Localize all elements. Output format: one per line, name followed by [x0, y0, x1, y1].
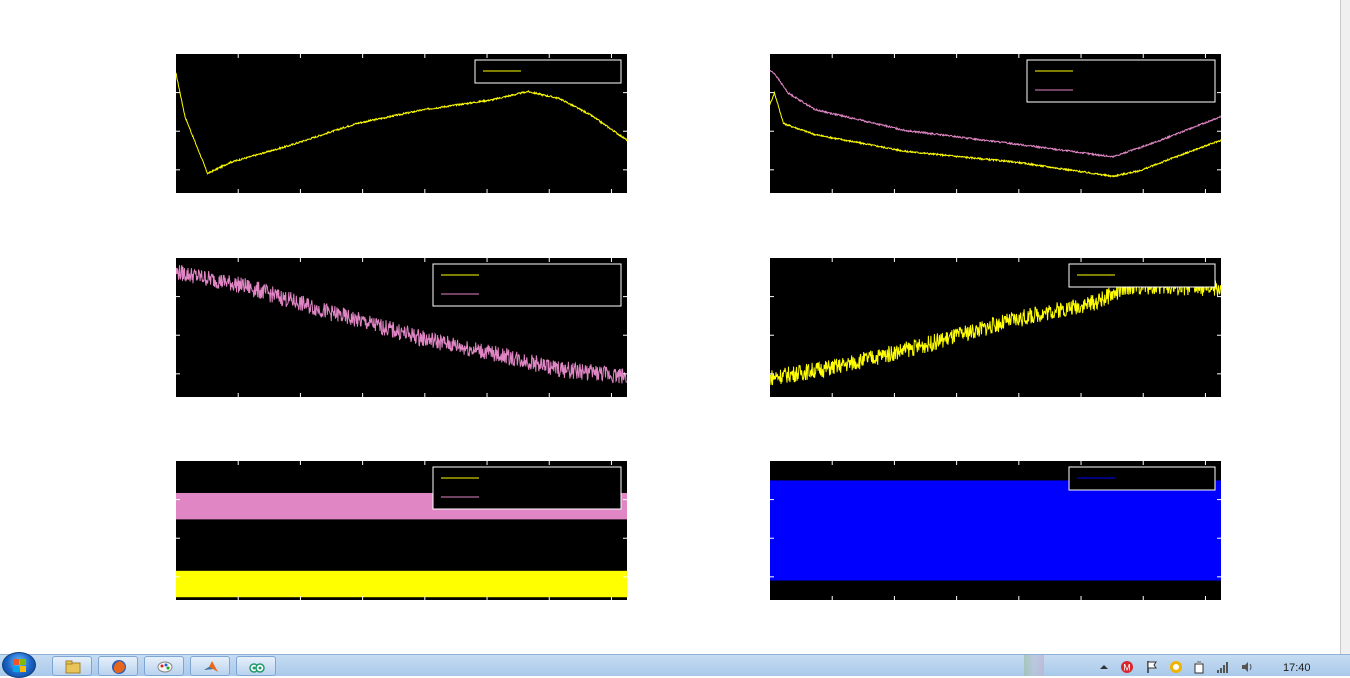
taskbar-clock[interactable]: 17:40 [1283, 662, 1311, 674]
data-band-1 [770, 480, 1221, 581]
start-button[interactable] [2, 652, 36, 678]
legend [474, 59, 622, 84]
legend [432, 263, 622, 307]
data-band-2 [176, 570, 627, 598]
legend-box [432, 263, 622, 307]
plot-area [176, 258, 627, 397]
taskbar: M 17:40 [0, 652, 1350, 678]
plot-area [770, 461, 1221, 600]
axes-bottom-right[interactable] [770, 461, 1221, 600]
data-series-2 [770, 70, 1221, 158]
usb-icon[interactable] [1192, 660, 1206, 674]
legend-box [1068, 263, 1216, 288]
folder-icon [65, 660, 81, 674]
antivirus-icon[interactable]: M [1120, 660, 1134, 674]
legend [1068, 263, 1216, 288]
plot-area [770, 258, 1221, 397]
firefox-task-button[interactable] [98, 656, 138, 676]
matlab-icon [204, 661, 218, 672]
tray-separator [1024, 655, 1044, 676]
data-series-1 [176, 265, 627, 384]
axes-top-left[interactable] [176, 54, 627, 193]
legend-box [1026, 59, 1216, 103]
legend [432, 466, 622, 510]
explorer-task-button[interactable] [52, 656, 92, 676]
axes-top-right[interactable] [770, 54, 1221, 193]
legend-box [1068, 466, 1216, 491]
legend [1026, 59, 1216, 103]
matlab-task-button[interactable] [190, 656, 230, 676]
windows-logo-icon [13, 659, 26, 672]
figure-window [176, 54, 1221, 600]
action-center-flag-icon[interactable] [1145, 660, 1159, 674]
axes-bottom-left[interactable] [176, 461, 627, 600]
data-series-1 [770, 90, 1221, 178]
legend-box [474, 59, 622, 84]
data-series-1 [770, 278, 1221, 386]
tripadvisor-task-button[interactable] [236, 656, 276, 676]
axes-middle-right[interactable] [770, 258, 1221, 397]
window-edge [1340, 0, 1350, 654]
paint-icon [157, 661, 173, 673]
legend [1068, 466, 1216, 491]
owl-icon [249, 663, 265, 673]
firefox-icon [112, 660, 126, 674]
svg-text:M: M [1123, 663, 1131, 673]
axes-middle-left[interactable] [176, 258, 627, 397]
network-signal-icon[interactable] [1216, 660, 1230, 674]
plot-area [176, 54, 627, 193]
show-hidden-icons-icon[interactable] [1097, 660, 1111, 674]
update-icon[interactable] [1169, 660, 1183, 674]
legend-box [432, 466, 622, 510]
plot-area [770, 54, 1221, 193]
volume-icon[interactable] [1240, 660, 1254, 674]
paint-task-button[interactable] [144, 656, 184, 676]
plot-area [176, 461, 627, 600]
data-series-1 [176, 72, 627, 175]
